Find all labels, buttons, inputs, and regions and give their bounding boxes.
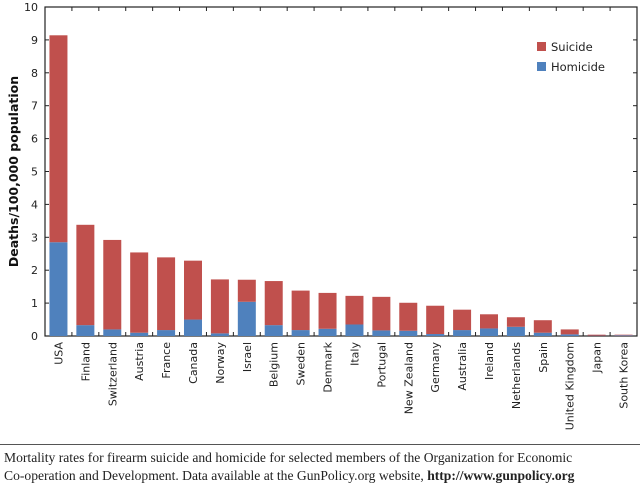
- bar-suicide: [480, 314, 498, 329]
- x-tick-label: France: [160, 342, 173, 379]
- x-tick-label: South Korea: [618, 342, 631, 409]
- y-tick-label: 10: [24, 1, 38, 14]
- bar-suicide: [157, 257, 176, 331]
- bar-suicide: [184, 260, 202, 320]
- bar-homicide: [426, 334, 445, 336]
- y-tick-label: 4: [31, 198, 38, 211]
- bar-homicide: [130, 332, 149, 336]
- bar-suicide: [426, 305, 445, 335]
- bar-homicide: [453, 330, 472, 336]
- x-tick-label: Norway: [214, 342, 227, 384]
- bar-homicide: [291, 330, 310, 336]
- x-tick-label: Italy: [348, 342, 361, 366]
- x-tick-label: Germany: [429, 342, 442, 393]
- bar-suicide: [560, 329, 579, 335]
- bar-homicide: [318, 328, 337, 336]
- bar-suicide: [372, 296, 391, 331]
- figure-caption: Mortality rates for firearm suicide and …: [4, 449, 640, 485]
- y-tick-label: 0: [31, 330, 38, 343]
- y-tick-label: 3: [31, 231, 38, 244]
- bar-suicide: [49, 35, 68, 243]
- bar-homicide: [560, 334, 579, 336]
- x-tick-label: Ireland: [483, 342, 496, 380]
- bar-homicide: [103, 329, 122, 336]
- x-tick-label: Canada: [187, 342, 200, 384]
- legend-swatch-homicide: [537, 62, 546, 71]
- x-tick-label: Netherlands: [510, 342, 523, 409]
- legend-swatch-suicide: [537, 42, 546, 51]
- x-tick-label: Belgium: [268, 342, 281, 387]
- bar-homicide: [480, 328, 498, 336]
- caption-line-2-text: Co-operation and Development. Data avail…: [4, 468, 424, 483]
- caption-line-1: Mortality rates for firearm suicide and …: [4, 450, 573, 465]
- bar-suicide: [318, 292, 337, 329]
- bar-homicide: [372, 330, 391, 336]
- x-tick-label: Switzerland: [106, 342, 119, 406]
- bar-homicide: [184, 319, 202, 336]
- bar-suicide: [210, 279, 229, 334]
- bar-suicide: [587, 334, 606, 336]
- bar-homicide: [76, 325, 95, 336]
- x-tick-label: Israel: [241, 342, 254, 372]
- bar-suicide: [453, 309, 472, 331]
- bar-suicide: [237, 279, 256, 302]
- y-axis-label: Deaths/100,000 population: [6, 76, 21, 267]
- x-tick-label: Spain: [537, 342, 550, 373]
- bar-suicide: [614, 334, 633, 336]
- x-tick-label: New Zealand: [402, 342, 415, 414]
- y-tick-label: 2: [31, 264, 38, 277]
- bar-suicide: [264, 281, 283, 326]
- y-tick-label: 6: [31, 133, 38, 146]
- bar-homicide: [506, 326, 525, 336]
- bar-homicide: [614, 335, 633, 336]
- y-tick-label: 7: [31, 100, 38, 113]
- bar-suicide: [506, 317, 525, 327]
- bar-suicide: [291, 290, 310, 331]
- x-tick-label: Denmark: [322, 341, 335, 392]
- bar-suicide: [103, 239, 122, 330]
- y-tick-label: 5: [31, 166, 38, 179]
- bar-homicide: [210, 333, 229, 336]
- caption-separator: [0, 444, 640, 445]
- stacked-bar-chart: 0 1 2 3 4 5 6 7 8 9 10 Deaths/100,000 population USA…: [6, 1, 638, 430]
- x-tick-label: Portugal: [375, 342, 388, 388]
- caption-line-2: Co-operation and Development. Data avail…: [4, 467, 640, 485]
- x-tick-label: United Kingdom: [564, 342, 577, 430]
- bar-homicide: [49, 242, 68, 336]
- x-tick-label: Sweden: [295, 342, 308, 385]
- bar-suicide: [130, 252, 149, 333]
- x-tick-label: Australia: [456, 342, 469, 391]
- x-tick-label: Japan: [591, 342, 604, 374]
- bar-homicide: [157, 330, 176, 336]
- bar-homicide: [533, 332, 552, 336]
- bar-homicide: [399, 330, 418, 336]
- bar-suicide: [533, 320, 552, 333]
- caption-url: http://www.gunpolicy.org: [427, 468, 575, 483]
- y-tick-label: 9: [31, 34, 38, 47]
- y-tick-label: 8: [31, 67, 38, 80]
- bar-suicide: [399, 302, 418, 331]
- x-tick-label: Austria: [133, 342, 146, 381]
- bar-homicide: [345, 324, 364, 336]
- legend-label-homicide: Homicide: [551, 60, 605, 74]
- x-tick-label: Finland: [79, 342, 92, 381]
- x-tick-label: USA: [52, 342, 65, 365]
- legend-label-suicide: Suicide: [551, 40, 593, 54]
- bar-suicide: [345, 295, 364, 325]
- bar-suicide: [76, 224, 95, 326]
- y-tick-label: 1: [31, 297, 38, 310]
- bar-homicide: [264, 325, 283, 336]
- bar-homicide: [237, 301, 256, 336]
